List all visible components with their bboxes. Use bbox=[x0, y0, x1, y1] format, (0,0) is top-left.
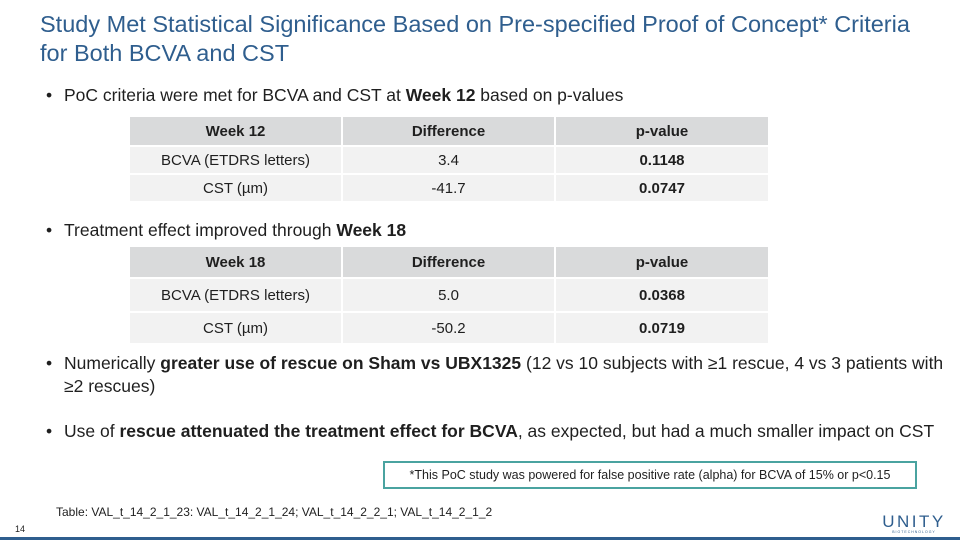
row-label: CST (µm) bbox=[128, 311, 343, 345]
header-p-value: p-value bbox=[554, 115, 770, 147]
bottom-accent-bar bbox=[0, 537, 960, 540]
header-week: Week 18 bbox=[128, 245, 343, 279]
slide-title: Study Met Statistical Significance Based… bbox=[40, 11, 910, 66]
bullet-text-pre: Use of bbox=[64, 421, 120, 441]
header-week: Week 12 bbox=[128, 115, 343, 147]
table-header-row: Week 12 Difference p-value bbox=[128, 115, 770, 147]
bullet-text-bold: Week 18 bbox=[336, 220, 407, 240]
difference-value: 5.0 bbox=[341, 277, 556, 313]
difference-value: -50.2 bbox=[341, 311, 556, 345]
row-label: BCVA (ETDRS letters) bbox=[128, 277, 343, 313]
bullet-text-pre: Numerically bbox=[64, 353, 161, 373]
difference-value: -41.7 bbox=[341, 173, 556, 203]
p-value: 0.0747 bbox=[554, 173, 770, 203]
bullet-rescue-use: • Numerically greater use of rescue on S… bbox=[46, 352, 946, 398]
header-p-value: p-value bbox=[554, 245, 770, 279]
header-difference: Difference bbox=[341, 115, 556, 147]
company-logo: UNITY BIOTECHNOLOGY bbox=[880, 513, 948, 535]
bullet-treatment-effect: • Treatment effect improved through Week… bbox=[46, 219, 946, 242]
bullet-text-post: (12 vs 10 subjects with ≥1 rescue, 4 vs … bbox=[64, 353, 944, 396]
bullet-text-pre: PoC criteria were met for BCVA and CST a… bbox=[64, 85, 406, 105]
bullet-marker: • bbox=[46, 85, 53, 105]
p-value: 0.1148 bbox=[554, 145, 770, 175]
bullet-text-bold: rescue attenuated the treatment effect f… bbox=[119, 421, 518, 441]
bullet-marker: • bbox=[46, 353, 53, 373]
table-row: CST (µm) -41.7 0.0747 bbox=[128, 173, 770, 203]
table-row: CST (µm) -50.2 0.0719 bbox=[128, 311, 770, 345]
p-value: 0.0368 bbox=[554, 277, 770, 313]
logo-word: UNITY bbox=[882, 512, 946, 531]
bullet-poc-criteria: • PoC criteria were met for BCVA and CST… bbox=[46, 84, 946, 107]
logo-subtitle: BIOTECHNOLOGY bbox=[892, 530, 936, 534]
week18-table: Week 18 Difference p-value BCVA (ETDRS l… bbox=[128, 245, 770, 345]
row-label: BCVA (ETDRS letters) bbox=[128, 145, 343, 175]
bullet-marker: • bbox=[46, 421, 53, 441]
source-note: Table: VAL_t_14_2_1_23: VAL_t_14_2_1_24;… bbox=[56, 505, 493, 519]
footnote-box: *This PoC study was powered for false po… bbox=[383, 461, 917, 489]
bullet-text-post: , as expected, but had a much smaller im… bbox=[517, 421, 935, 441]
bullet-text-bold: Week 12 bbox=[405, 85, 476, 105]
bullet-text-bold: greater use of rescue on Sham vs UBX1325 bbox=[160, 353, 522, 373]
bullet-text-pre: Treatment effect improved through bbox=[64, 220, 337, 240]
bullet-rescue-attenuated: • Use of rescue attenuated the treatment… bbox=[46, 420, 946, 443]
week12-table: Week 12 Difference p-value BCVA (ETDRS l… bbox=[128, 115, 770, 203]
bullet-text-post: based on p-values bbox=[475, 85, 624, 105]
header-difference: Difference bbox=[341, 245, 556, 279]
table-row: BCVA (ETDRS letters) 5.0 0.0368 bbox=[128, 277, 770, 313]
table-header-row: Week 18 Difference p-value bbox=[128, 245, 770, 279]
row-label: CST (µm) bbox=[128, 173, 343, 203]
bullet-marker: • bbox=[46, 220, 53, 240]
difference-value: 3.4 bbox=[341, 145, 556, 175]
p-value: 0.0719 bbox=[554, 311, 770, 345]
page-number: 14 bbox=[15, 524, 26, 534]
table-row: BCVA (ETDRS letters) 3.4 0.1148 bbox=[128, 145, 770, 175]
